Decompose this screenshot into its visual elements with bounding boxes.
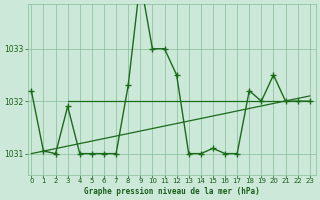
- X-axis label: Graphe pression niveau de la mer (hPa): Graphe pression niveau de la mer (hPa): [84, 187, 260, 196]
